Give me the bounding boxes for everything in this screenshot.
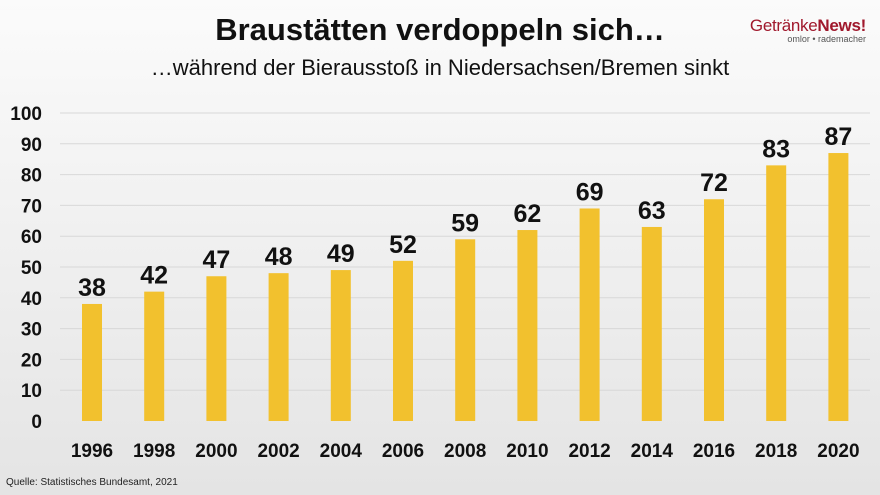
data-label: 59 (451, 209, 479, 237)
y-tick-label: 90 (21, 135, 42, 156)
data-label: 69 (576, 178, 604, 206)
x-tick-label: 2002 (257, 441, 299, 462)
y-tick-label: 50 (21, 258, 42, 279)
bar-2004 (330, 270, 351, 421)
bar-2008 (455, 239, 476, 421)
bar-2018 (766, 165, 787, 421)
data-label: 38 (78, 274, 106, 302)
data-label: 42 (140, 262, 168, 290)
x-tick-label: 2010 (506, 441, 548, 462)
bar-1998 (144, 291, 165, 421)
x-tick-label: 2004 (320, 441, 363, 462)
bar-2016 (704, 199, 724, 421)
bar-2014 (641, 226, 662, 421)
bar-2010 (517, 230, 538, 421)
y-tick-label: 60 (21, 227, 42, 248)
logo-text-1: Getränke (749, 16, 818, 35)
data-label: 62 (513, 200, 541, 228)
y-tick-label: 70 (21, 196, 42, 217)
data-label: 49 (327, 240, 355, 268)
x-tick-label: 2008 (444, 441, 486, 462)
getraenkenews-logo: GetränkeNews! omlor • rademacher (738, 16, 866, 44)
x-tick-label: 1996 (71, 441, 113, 462)
y-tick-label: 20 (21, 350, 42, 371)
chart-subtitle: …während der Bierausstoß in Niedersachse… (150, 55, 730, 80)
bar-1996 (82, 303, 102, 421)
data-label: 52 (389, 231, 417, 259)
y-tick-label: 40 (21, 289, 42, 310)
x-tick-label: 2018 (755, 441, 797, 462)
bar-2002 (268, 273, 289, 421)
logo-text-2: News! (817, 16, 866, 35)
y-tick-label: 80 (21, 166, 42, 187)
x-tick-label: 2006 (382, 441, 424, 462)
x-tick-label: 2014 (631, 441, 674, 462)
data-label: 83 (762, 135, 790, 163)
x-tick-label: 2000 (195, 441, 237, 462)
x-tick-label: 1998 (133, 441, 175, 462)
bar-2000 (206, 276, 227, 421)
source-note: Quelle: Statistisches Bundesamt, 2021 (6, 477, 178, 488)
data-label: 72 (700, 169, 728, 197)
data-label: 48 (265, 243, 293, 271)
bar-2012 (579, 208, 600, 421)
logo-tagline: omlor • rademacher (787, 34, 866, 44)
data-label: 47 (202, 246, 230, 274)
bar-2020 (828, 153, 849, 422)
bar-2006 (393, 260, 413, 421)
chart-title: Braustätten verdoppeln sich… (215, 12, 665, 47)
y-tick-label: 0 (31, 412, 42, 433)
x-tick-label: 2016 (693, 441, 735, 462)
y-tick-label: 10 (21, 381, 42, 402)
y-tick-label: 100 (10, 104, 42, 125)
data-label: 63 (638, 197, 666, 225)
x-tick-label: 2020 (817, 441, 859, 462)
y-tick-label: 30 (21, 320, 42, 341)
data-label: 87 (824, 123, 852, 151)
x-tick-label: 2012 (568, 441, 610, 462)
